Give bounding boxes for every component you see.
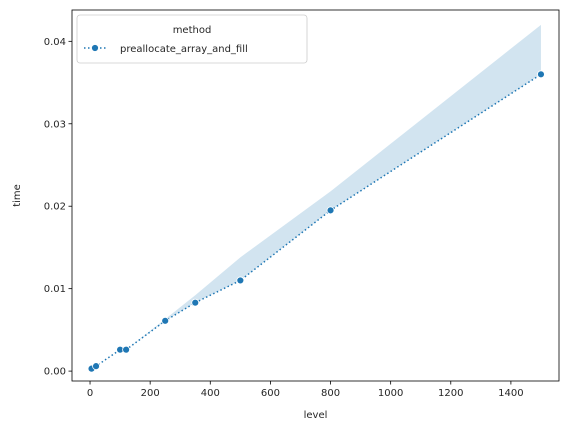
y-tick-label: 0.03 xyxy=(44,119,66,130)
x-axis-title: level xyxy=(304,410,328,421)
x-tick-label: 1200 xyxy=(438,388,463,399)
y-tick-label: 0.01 xyxy=(44,284,66,295)
y-axis-ticks: 0.00 0.01 0.02 0.03 0.04 xyxy=(44,37,72,378)
plot-area-frame xyxy=(71,9,560,382)
x-tick-label: 200 xyxy=(141,388,160,399)
data-point xyxy=(92,362,100,371)
y-axis-title: time xyxy=(12,184,23,207)
confidence-band-layer xyxy=(91,24,541,369)
data-point xyxy=(191,298,200,307)
x-tick-label: 0 xyxy=(87,388,93,399)
legend: method preallocate_array_and_fill xyxy=(76,14,308,64)
data-point xyxy=(122,345,131,354)
legend-series-label: preallocate_array_and_fill xyxy=(120,44,248,55)
y-tick-label: 0.04 xyxy=(44,37,66,48)
confidence-band xyxy=(91,24,541,369)
x-axis-ticks: 0 200 400 600 800 1000 1200 1400 xyxy=(87,381,524,399)
legend-title: method xyxy=(173,25,212,36)
data-point xyxy=(326,206,335,215)
x-tick-label: 600 xyxy=(261,388,280,399)
series-marker-layer xyxy=(87,70,545,373)
x-tick-label: 1000 xyxy=(378,388,403,399)
legend-series-marker-swatch xyxy=(91,44,99,52)
data-point xyxy=(161,316,170,325)
y-tick-label: 0.02 xyxy=(44,202,66,213)
x-tick-label: 1400 xyxy=(498,388,523,399)
data-point xyxy=(537,70,545,79)
y-tick-label: 0.00 xyxy=(44,367,66,378)
x-tick-label: 400 xyxy=(201,388,220,399)
x-tick-label: 800 xyxy=(321,388,340,399)
data-point xyxy=(236,276,245,285)
legend-box xyxy=(76,14,308,64)
